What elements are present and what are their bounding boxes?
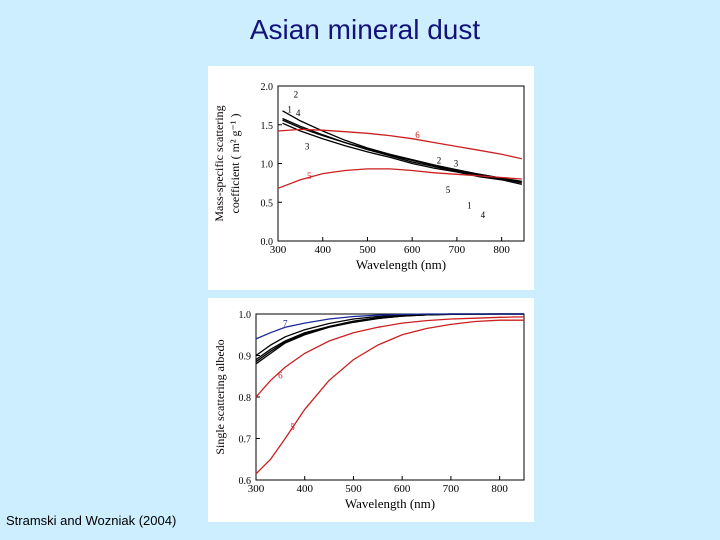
y-tick-label: 2.0 — [261, 82, 274, 93]
series-line-black-2 — [255, 313, 524, 357]
x-tick-label: 500 — [359, 244, 376, 256]
series-line-blue-7 — [255, 313, 524, 340]
y-axis-label-line2: coefficient ( m² g⁻¹ ) — [228, 114, 242, 214]
x-tick-label: 700 — [443, 483, 460, 495]
series-line-black-3 — [282, 122, 522, 186]
x-tick-label: 300 — [270, 244, 287, 256]
curve-number-label: 7 — [283, 318, 288, 328]
y-tick-label: 0.0 — [261, 237, 274, 248]
citation: Stramski and Wozniak (2004) — [6, 513, 177, 528]
y-axis-label-line1: Mass-specific scattering — [212, 105, 226, 221]
y-tick-label: 1.0 — [261, 160, 274, 171]
series-line-black-2 — [282, 110, 522, 183]
series-line-black-4 — [282, 119, 522, 182]
y-tick-label: 0.6 — [239, 476, 252, 487]
y-tick-label: 0.7 — [239, 435, 252, 446]
y-tick-label: 1.0 — [239, 310, 252, 321]
series-line-red-5 — [277, 168, 522, 189]
x-tick-label: 300 — [248, 483, 265, 495]
x-tick-label: 800 — [491, 483, 508, 495]
curve-number-label: 4 — [296, 108, 301, 118]
plot-frame — [277, 85, 525, 242]
curve-number-label: 5 — [290, 422, 295, 432]
curve-number-label: 3 — [454, 159, 459, 169]
curve-number-label: 1 — [467, 200, 472, 210]
y-tick-label: 0.8 — [239, 393, 252, 404]
x-axis-label: Wavelength (nm) — [356, 257, 446, 272]
curve-number-label: 5 — [307, 171, 312, 181]
curve-number-label: 3 — [305, 142, 310, 152]
x-tick-label: 700 — [449, 244, 466, 256]
x-axis-label: Wavelength (nm) — [345, 496, 435, 511]
y-tick-label: 0.5 — [261, 198, 274, 209]
curve-number-label: 6 — [415, 130, 420, 140]
series-line-red-5 — [255, 319, 524, 475]
series-line-red-6 — [277, 128, 522, 160]
scattering-coefficient-chart-panel: 300 400 500 600 700 800 0.0 0.5 1.0 1.5 2.0 2 1 4 3 6 5 2… — [208, 66, 534, 290]
y-axis-label: Single scattering albedo — [213, 339, 227, 454]
curve-number-label: 4 — [481, 210, 486, 220]
series-line-red-6 — [255, 316, 525, 398]
curve-number-label: 6 — [278, 370, 283, 380]
curve-number-label: 5 — [446, 185, 451, 195]
x-tick-label: 400 — [296, 483, 313, 495]
x-tick-label: 600 — [404, 244, 421, 256]
series-line-black-1 — [282, 117, 522, 184]
x-tick-label: 400 — [314, 244, 331, 256]
x-tick-label: 600 — [394, 483, 411, 495]
albedo-chart: 300 400 500 600 700 800 0.6 0.7 0.8 0.9 1.0 7 6 5 Wave… — [213, 310, 525, 511]
y-tick-label: 1.5 — [261, 121, 274, 132]
curve-number-label: 2 — [294, 90, 299, 100]
albedo-chart-panel: 300 400 500 600 700 800 0.6 0.7 0.8 0.9 1.0 7 6 5 Wave… — [208, 298, 534, 522]
curve-number-label: 2 — [437, 156, 442, 166]
curve-number-label: 1 — [287, 104, 292, 114]
x-tick-label: 500 — [345, 483, 362, 495]
x-tick-label: 800 — [493, 244, 510, 256]
y-tick-label: 0.9 — [239, 352, 252, 363]
slide-title: Asian mineral dust — [249, 14, 481, 45]
